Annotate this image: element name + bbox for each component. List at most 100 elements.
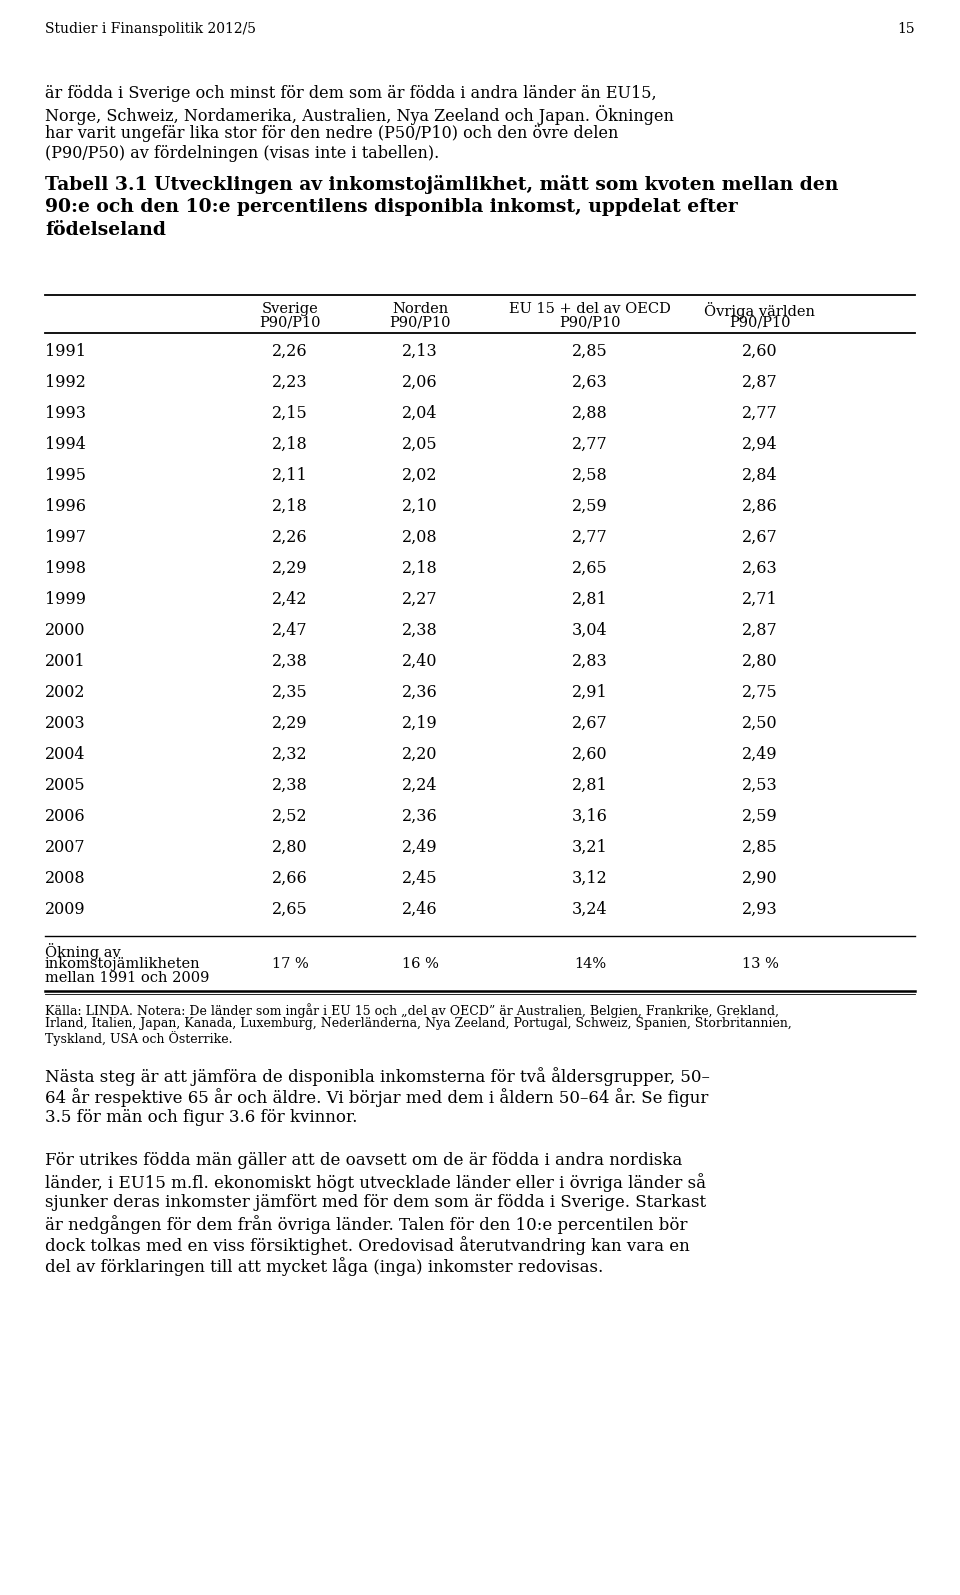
Text: 2,84: 2,84: [742, 467, 778, 483]
Text: länder, i EU15 m.fl. ekonomiskt högt utvecklade länder eller i övriga länder så: länder, i EU15 m.fl. ekonomiskt högt utv…: [45, 1172, 706, 1191]
Text: 2,65: 2,65: [272, 901, 308, 919]
Text: 3,04: 3,04: [572, 622, 608, 640]
Text: 2008: 2008: [45, 869, 85, 887]
Text: Nästa steg är att jämföra de disponibla inkomsterna för två åldersgrupper, 50–: Nästa steg är att jämföra de disponibla …: [45, 1067, 709, 1086]
Text: 2,42: 2,42: [273, 592, 308, 608]
Text: 2,93: 2,93: [742, 901, 778, 919]
Text: 2,65: 2,65: [572, 560, 608, 577]
Text: 2,38: 2,38: [272, 777, 308, 794]
Text: 2,27: 2,27: [402, 592, 438, 608]
Text: För utrikes födda män gäller att de oavsett om de är födda i andra nordiska: För utrikes födda män gäller att de oavs…: [45, 1152, 683, 1169]
Text: 2,36: 2,36: [402, 684, 438, 700]
Text: 2,85: 2,85: [572, 343, 608, 360]
Text: 1998: 1998: [45, 560, 86, 577]
Text: 2001: 2001: [45, 652, 85, 670]
Text: P90/P10: P90/P10: [730, 314, 791, 329]
Text: 1995: 1995: [45, 467, 86, 483]
Text: 1994: 1994: [45, 435, 85, 453]
Text: 2,26: 2,26: [273, 343, 308, 360]
Text: 2006: 2006: [45, 809, 85, 825]
Text: 2,91: 2,91: [572, 684, 608, 700]
Text: 2,13: 2,13: [402, 343, 438, 360]
Text: 2,29: 2,29: [273, 715, 308, 732]
Text: 2,85: 2,85: [742, 839, 778, 857]
Text: sjunker deras inkomster jämfört med för dem som är födda i Sverige. Starkast: sjunker deras inkomster jämfört med för …: [45, 1195, 707, 1211]
Text: 2,18: 2,18: [272, 435, 308, 453]
Text: Tyskland, USA och Österrike.: Tyskland, USA och Österrike.: [45, 1030, 232, 1046]
Text: 2,32: 2,32: [273, 746, 308, 762]
Text: 3,21: 3,21: [572, 839, 608, 857]
Text: 2,04: 2,04: [402, 405, 438, 423]
Text: 2,29: 2,29: [273, 560, 308, 577]
Text: 2,53: 2,53: [742, 777, 778, 794]
Text: 2,47: 2,47: [273, 622, 308, 640]
Text: 2,18: 2,18: [272, 498, 308, 515]
Text: 2,24: 2,24: [402, 777, 438, 794]
Text: 2,45: 2,45: [402, 869, 438, 887]
Text: 2005: 2005: [45, 777, 85, 794]
Text: Norge, Schweiz, Nordamerika, Australien, Nya Zeeland och Japan. Ökningen: Norge, Schweiz, Nordamerika, Australien,…: [45, 105, 674, 124]
Text: 2004: 2004: [45, 746, 85, 762]
Text: 2,58: 2,58: [572, 467, 608, 483]
Text: 1991: 1991: [45, 343, 86, 360]
Text: 17 %: 17 %: [272, 957, 308, 971]
Text: födelseland: födelseland: [45, 222, 166, 239]
Text: 2003: 2003: [45, 715, 85, 732]
Text: 2,49: 2,49: [402, 839, 438, 857]
Text: dock tolkas med en viss försiktighet. Oredovisad återutvandring kan vara en: dock tolkas med en viss försiktighet. Or…: [45, 1236, 689, 1255]
Text: Studier i Finanspolitik 2012/5: Studier i Finanspolitik 2012/5: [45, 22, 256, 37]
Text: del av förklaringen till att mycket låga (inga) inkomster redovisas.: del av förklaringen till att mycket låga…: [45, 1257, 603, 1276]
Text: 2,06: 2,06: [402, 373, 438, 391]
Text: är nedgången för dem från övriga länder. Talen för den 10:e percentilen bör: är nedgången för dem från övriga länder.…: [45, 1215, 687, 1235]
Text: 16 %: 16 %: [401, 957, 439, 971]
Text: 2,71: 2,71: [742, 592, 778, 608]
Text: Övriga världen: Övriga världen: [705, 301, 815, 319]
Text: 2,59: 2,59: [742, 809, 778, 825]
Text: EU 15 + del av OECD: EU 15 + del av OECD: [509, 301, 671, 316]
Text: 2,60: 2,60: [742, 343, 778, 360]
Text: 2007: 2007: [45, 839, 85, 857]
Text: 64 år respektive 65 år och äldre. Vi börjar med dem i åldern 50–64 år. Se figur: 64 år respektive 65 år och äldre. Vi bör…: [45, 1088, 708, 1107]
Text: inkomstojämlikheten: inkomstojämlikheten: [45, 957, 201, 971]
Text: 2,02: 2,02: [402, 467, 438, 483]
Text: 2,46: 2,46: [402, 901, 438, 919]
Text: 2,77: 2,77: [742, 405, 778, 423]
Text: 2,40: 2,40: [402, 652, 438, 670]
Text: 2,50: 2,50: [742, 715, 778, 732]
Text: 2,20: 2,20: [402, 746, 438, 762]
Text: 14%: 14%: [574, 957, 606, 971]
Text: Källa: LINDA. Notera: De länder som ingår i EU 15 och „del av OECD” är Australie: Källa: LINDA. Notera: De länder som ingå…: [45, 1003, 779, 1018]
Text: 2,81: 2,81: [572, 777, 608, 794]
Text: 2,87: 2,87: [742, 373, 778, 391]
Text: 2,80: 2,80: [273, 839, 308, 857]
Text: 2,90: 2,90: [742, 869, 778, 887]
Text: 2,38: 2,38: [272, 652, 308, 670]
Text: 2,59: 2,59: [572, 498, 608, 515]
Text: 2,23: 2,23: [273, 373, 308, 391]
Text: har varit ungefär lika stor för den nedre (P50/P10) och den övre delen: har varit ungefär lika stor för den nedr…: [45, 124, 618, 142]
Text: 2,80: 2,80: [742, 652, 778, 670]
Text: 1996: 1996: [45, 498, 86, 515]
Text: 2,88: 2,88: [572, 405, 608, 423]
Text: Ökning av: Ökning av: [45, 943, 121, 960]
Text: 2,10: 2,10: [402, 498, 438, 515]
Text: 2,19: 2,19: [402, 715, 438, 732]
Text: 2,94: 2,94: [742, 435, 778, 453]
Text: 1993: 1993: [45, 405, 86, 423]
Text: 1992: 1992: [45, 373, 85, 391]
Text: 2,18: 2,18: [402, 560, 438, 577]
Text: 2,52: 2,52: [273, 809, 308, 825]
Text: 2002: 2002: [45, 684, 85, 700]
Text: 2,38: 2,38: [402, 622, 438, 640]
Text: 13 %: 13 %: [741, 957, 779, 971]
Text: 3,12: 3,12: [572, 869, 608, 887]
Text: 2,36: 2,36: [402, 809, 438, 825]
Text: 2,67: 2,67: [572, 715, 608, 732]
Text: 2009: 2009: [45, 901, 85, 919]
Text: 1999: 1999: [45, 592, 86, 608]
Text: 2,05: 2,05: [402, 435, 438, 453]
Text: 2,26: 2,26: [273, 530, 308, 545]
Text: 2,60: 2,60: [572, 746, 608, 762]
Text: 2,81: 2,81: [572, 592, 608, 608]
Text: Irland, Italien, Japan, Kanada, Luxemburg, Nederländerna, Nya Zeeland, Portugal,: Irland, Italien, Japan, Kanada, Luxembur…: [45, 1018, 792, 1030]
